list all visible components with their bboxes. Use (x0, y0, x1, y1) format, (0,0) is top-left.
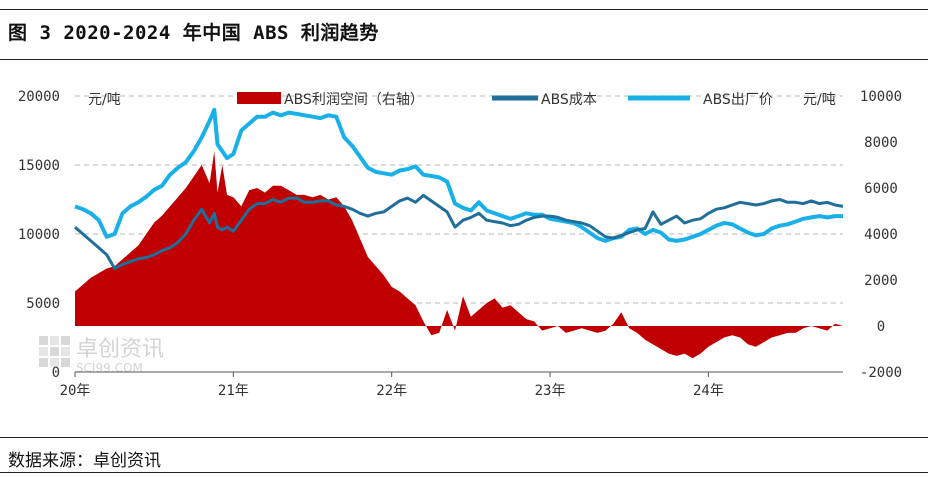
figure-title: 图 3 2020-2024 年中国 ABS 利润趋势 (8, 22, 379, 44)
watermark-logo-icon (39, 336, 70, 367)
legend: ABS利润空间（右轴） ABS成本 ABS出厂价 (237, 92, 773, 108)
left-tick-label: 20000 (18, 89, 60, 105)
series-line-abs-price (74, 107, 843, 243)
left-tick-label: 15000 (18, 158, 60, 174)
legend-label-abs-price: ABS出厂价 (703, 92, 773, 108)
right-axis-unit: 元/吨 (803, 92, 836, 108)
x-tick-label: 21年 (218, 383, 249, 399)
right-tick-label: 4000 (864, 227, 898, 243)
series-line-abs-cost (74, 193, 844, 270)
x-tick-label: 22年 (376, 383, 407, 399)
watermark-name: 卓创资讯 (76, 337, 164, 362)
x-tick-label: 23年 (535, 383, 566, 399)
left-axis: 0 5000 10000 15000 20000 (18, 89, 60, 381)
x-axis: 20年 21年 22年 23年 24年 (60, 372, 724, 399)
left-tick-label: 5000 (26, 296, 60, 312)
watermark-site: SCI99.COM (76, 361, 143, 375)
right-tick-label: 10000 (860, 89, 902, 105)
left-axis-unit: 元/吨 (88, 92, 121, 108)
x-tick-label: 20年 (60, 383, 91, 399)
legend-swatch-abs-profit (237, 92, 281, 104)
legend-label-abs-cost: ABS成本 (541, 92, 597, 108)
right-tick-label: 0 (877, 319, 885, 335)
left-tick-label: 10000 (18, 227, 60, 243)
right-tick-label: -2000 (860, 365, 902, 381)
right-tick-label: 2000 (864, 273, 898, 289)
right-tick-label: 8000 (864, 135, 898, 151)
right-tick-label: 6000 (864, 181, 898, 197)
x-tick-label: 24年 (693, 383, 724, 399)
left-tick-label: 0 (52, 365, 60, 381)
right-axis: -2000 0 2000 4000 6000 8000 10000 (860, 89, 902, 381)
legend-label-abs-profit: ABS利润空间（右轴） (284, 92, 424, 108)
series-area-abs-profit (75, 151, 843, 359)
source-note: 数据来源：卓创资讯 (8, 451, 161, 471)
